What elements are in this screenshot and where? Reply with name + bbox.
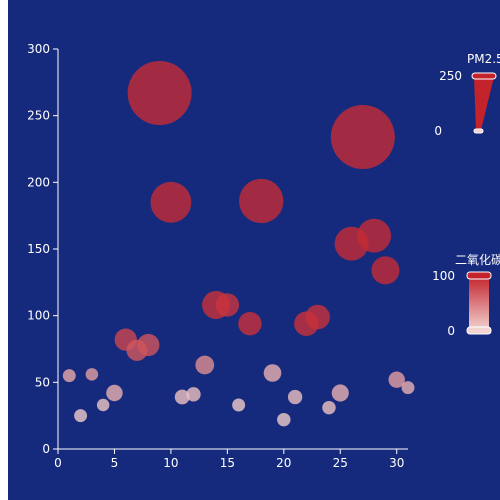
bubble-point[interactable] xyxy=(277,412,291,427)
bubble-point[interactable] xyxy=(238,311,262,336)
bubble-point[interactable] xyxy=(263,364,282,382)
bubble-point[interactable] xyxy=(106,384,123,402)
y-axis: 0 50 100 150 200 250 300 xyxy=(27,42,58,456)
bubble-point[interactable] xyxy=(305,304,330,330)
bubble-point[interactable] xyxy=(85,368,99,381)
y-tick-label: 300 xyxy=(27,42,50,56)
co2-color-bar xyxy=(469,276,489,331)
y-tick-label: 100 xyxy=(27,309,50,323)
bubble-point[interactable] xyxy=(150,181,192,223)
pm25-min-label: 0 xyxy=(434,124,442,138)
bubble-point[interactable] xyxy=(62,369,76,383)
scatter-chart: 0 50 100 150 200 250 300 0 5 10 15 20 25 30 PM2.5 25… xyxy=(27,42,500,470)
pm25-visual-map-title: PM2.5 xyxy=(467,52,500,66)
bubble-point[interactable] xyxy=(215,293,240,317)
y-tick-label: 0 xyxy=(42,442,50,456)
bubble-point[interactable] xyxy=(195,355,215,375)
x-tick-label: 0 xyxy=(54,456,62,470)
co2-visual-map[interactable]: 二氧化碳 100 0 xyxy=(432,253,500,338)
bubble-point[interactable] xyxy=(137,333,160,357)
bubble-point[interactable] xyxy=(330,105,395,169)
bubble-point[interactable] xyxy=(357,218,392,253)
y-tick-label: 200 xyxy=(27,175,50,189)
bubble-point[interactable] xyxy=(322,400,336,415)
x-axis: 0 5 10 15 20 25 30 xyxy=(54,449,404,470)
bubble-point[interactable] xyxy=(331,384,349,402)
y-tick-label: 150 xyxy=(27,242,50,256)
x-tick-label: 20 xyxy=(276,456,291,470)
pm25-max-label: 250 xyxy=(439,69,462,83)
pm25-min-handle[interactable] xyxy=(473,128,484,134)
bubble-point[interactable] xyxy=(287,389,303,405)
bubble-point[interactable] xyxy=(371,256,400,285)
bubble-point[interactable] xyxy=(174,389,190,405)
pm25-visual-map[interactable]: PM2.5 250 0 xyxy=(434,52,500,138)
bubble-point[interactable] xyxy=(239,178,284,224)
x-tick-label: 10 xyxy=(163,456,178,470)
y-tick-label: 250 xyxy=(27,109,50,123)
co2-max-handle[interactable] xyxy=(466,271,492,280)
co2-min-label: 0 xyxy=(447,324,455,338)
co2-visual-map-title: 二氧化碳 xyxy=(455,253,500,267)
bubble-point[interactable] xyxy=(74,409,88,423)
x-tick-label: 15 xyxy=(220,456,235,470)
pm25-size-bar xyxy=(474,77,494,130)
co2-max-label: 100 xyxy=(432,269,455,283)
pm25-max-handle[interactable] xyxy=(471,72,497,80)
x-tick-label: 25 xyxy=(333,456,348,470)
bubble-point[interactable] xyxy=(232,398,246,412)
x-tick-label: 5 xyxy=(111,456,119,470)
chart-canvas: 0 50 100 150 200 250 300 0 5 10 15 20 25 30 PM2.5 25… xyxy=(8,0,500,500)
x-tick-label: 30 xyxy=(389,456,404,470)
bubble-point[interactable] xyxy=(401,381,415,395)
bubble-layer xyxy=(62,61,415,427)
co2-min-handle[interactable] xyxy=(466,326,492,335)
bubble-point[interactable] xyxy=(96,398,110,412)
bubble-point[interactable] xyxy=(127,61,192,125)
y-tick-label: 50 xyxy=(35,375,50,389)
bubble-point[interactable] xyxy=(388,371,405,388)
bubble-point[interactable] xyxy=(186,387,201,402)
